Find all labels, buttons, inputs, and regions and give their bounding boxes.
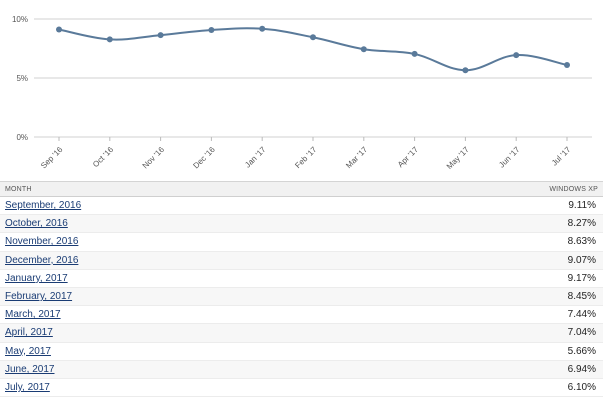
data-point [56, 26, 62, 33]
data-point [462, 67, 469, 74]
table-row: April, 2017 7.04% [0, 324, 603, 343]
x-tick-label: Feb '17 [293, 145, 318, 170]
month-link[interactable]: December, 2016 [5, 254, 79, 266]
table-row: February, 2017 8.45% [0, 287, 603, 307]
y-tick-label: 5% [16, 74, 28, 83]
month-link[interactable]: March, 2017 [5, 309, 61, 321]
data-point [208, 26, 215, 33]
share-value: 9.07% [567, 254, 596, 266]
share-value: 8.63% [567, 236, 596, 248]
data-point [360, 46, 367, 53]
month-link[interactable]: February, 2017 [5, 291, 73, 303]
month-column-header: MONTH [5, 185, 32, 193]
data-point [157, 32, 164, 39]
x-tick-label: May '17 [445, 145, 471, 171]
table-row: July, 2017 6.10% [0, 379, 603, 398]
data-point [259, 25, 266, 32]
share-value: 9.11% [568, 200, 596, 212]
table-row: November, 2016 8.63% [0, 233, 603, 252]
x-tick-label: Jul '17 [550, 145, 573, 168]
chart-svg: 0% 5% 10% Sep '16 Oct '16 Nov '16 Dec '16 Jan '… [12, 15, 592, 171]
month-link[interactable]: November, 2016 [5, 236, 79, 248]
table-row: December, 2016 9.07% [0, 251, 603, 270]
x-tick-label: Jun '17 [497, 145, 522, 170]
share-value: 8.27% [567, 218, 596, 230]
x-tick-label: Nov '16 [141, 145, 167, 171]
table-row: October, 2016 8.27% [0, 215, 603, 234]
x-tick-label: Oct '16 [91, 145, 115, 169]
table-row: September, 2016 9.11% [0, 197, 603, 216]
data-table: MONTH WINDOWS XP September, 2016 9.11% O… [0, 181, 603, 398]
share-value: 6.94% [567, 363, 596, 375]
data-point [106, 36, 113, 43]
share-value: 8.45% [567, 291, 596, 303]
x-tick-label: Mar '17 [344, 145, 369, 170]
table-row: June, 2017 6.94% [0, 360, 603, 379]
share-value: 5.66% [567, 345, 596, 357]
share-value: 6.10% [567, 381, 596, 393]
share-value: 7.04% [567, 327, 596, 339]
month-link[interactable]: April, 2017 [5, 327, 53, 339]
table-row: May, 2017 5.66% [0, 343, 603, 361]
y-tick-label: 0% [16, 133, 28, 142]
month-link[interactable]: June, 2017 [5, 363, 55, 375]
data-point [411, 50, 418, 57]
x-tick-label: Sep '16 [39, 145, 65, 171]
month-link[interactable]: May, 2017 [5, 345, 51, 357]
data-point [513, 52, 520, 59]
x-tick-label: Jan '17 [243, 145, 268, 170]
month-link[interactable]: September, 2016 [5, 200, 82, 212]
month-link[interactable]: July, 2017 [5, 381, 50, 393]
y-tick-label: 10% [12, 15, 28, 24]
windows-xp-column-header: WINDOWS XP [549, 185, 598, 193]
month-link[interactable]: October, 2016 [5, 218, 68, 230]
share-value: 7.44% [567, 309, 596, 321]
table-header: MONTH WINDOWS XP [0, 181, 603, 197]
table-row: January, 2017 9.17% [0, 270, 603, 288]
month-link[interactable]: January, 2017 [5, 272, 68, 284]
data-point [564, 62, 570, 69]
table-row: March, 2017 7.44% [0, 306, 603, 325]
data-point [310, 34, 316, 41]
table-body: September, 2016 9.11% October, 2016 8.27… [0, 197, 603, 398]
share-value: 9.17% [567, 272, 596, 284]
x-tick-label: Dec '16 [191, 145, 217, 171]
line-chart: 0% 5% 10% Sep '16 Oct '16 Nov '16 Dec '16 Jan '… [0, 0, 603, 181]
x-tick-label: Apr '17 [396, 145, 421, 170]
